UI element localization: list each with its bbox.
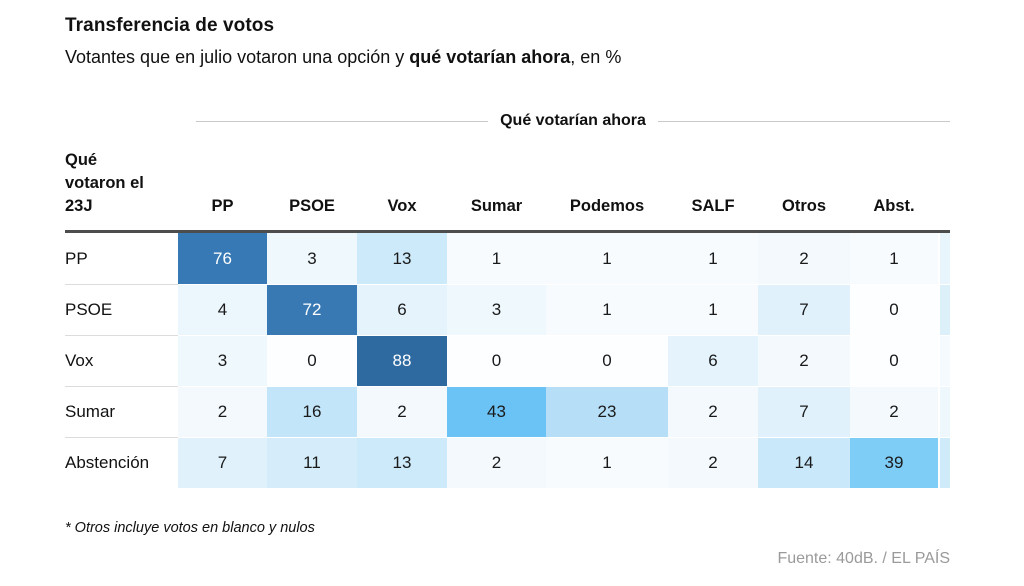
matrix-cell: 14	[758, 437, 850, 488]
matrix-cell: 3	[267, 233, 357, 284]
matrix-cell: 1	[546, 284, 668, 335]
matrix-cell: 76	[178, 233, 267, 284]
matrix-cell: 2	[758, 335, 850, 386]
matrix-cell: 0	[267, 335, 357, 386]
column-header-pp: PP	[211, 197, 234, 215]
source-credit: Fuente: 40dB. / EL PAÍS	[777, 550, 950, 567]
matrix-cell: 16	[267, 386, 357, 437]
matrix-cell: 4	[178, 284, 267, 335]
divider-line-left	[196, 120, 489, 122]
column-header-sumar: Sumar	[470, 197, 523, 215]
matrix-cell: 1	[668, 284, 758, 335]
rows-group-label: Qué votaron el 23J	[65, 151, 144, 215]
matrix-cell: 13	[357, 233, 447, 284]
matrix-cell: 2	[758, 233, 850, 284]
matrix-cell: 7	[758, 386, 850, 437]
matrix-cell: 2	[178, 386, 267, 437]
matrix-cell: 0	[447, 335, 546, 386]
chart-subtitle: Votantes que en julio votaron una opción…	[65, 45, 950, 70]
row-label-pp: PP	[65, 248, 88, 268]
right-edge-cell	[938, 284, 950, 335]
right-edge-cell	[938, 437, 950, 488]
row-label-psoe: PSOE	[65, 284, 178, 335]
right-edge-cell	[938, 386, 950, 437]
column-header-abst: Abst.	[873, 197, 915, 215]
divider-line-right	[657, 120, 951, 122]
matrix-cell: 72	[267, 284, 357, 335]
column-header-spacer	[938, 142, 950, 230]
chart-title: Transferencia de votos	[65, 15, 275, 36]
subtitle-suffix-text: , en %	[570, 47, 622, 67]
matrix-cell: 6	[668, 335, 758, 386]
matrix-cell: 6	[357, 284, 447, 335]
column-header-psoe: PSOE	[289, 197, 335, 215]
matrix-cell: 2	[668, 386, 758, 437]
matrix-cell: 2	[447, 437, 546, 488]
matrix-cell: 43	[447, 386, 546, 437]
subtitle-bold-text: qué votarían ahora	[409, 47, 571, 67]
matrix-cell: 1	[447, 233, 546, 284]
matrix-cell: 7	[758, 284, 850, 335]
matrix-cell: 1	[546, 437, 668, 488]
footnote: * Otros incluye votos en blanco y nulos	[65, 520, 315, 536]
matrix-cell: 7	[178, 437, 267, 488]
matrix-cell: 23	[546, 386, 668, 437]
matrix-cell: 3	[447, 284, 546, 335]
matrix-cell: 88	[357, 335, 447, 386]
column-header-podemos: Podemos	[569, 197, 645, 215]
matrix-cell: 0	[546, 335, 668, 386]
column-header-otros: Otros	[781, 197, 826, 215]
matrix-cell: 1	[850, 233, 938, 284]
right-edge-cell	[938, 233, 950, 284]
row-label-vox: Vox	[65, 335, 178, 386]
matrix-cell: 11	[267, 437, 357, 488]
matrix-cell: 13	[357, 437, 447, 488]
matrix-cell: 3	[178, 335, 267, 386]
column-header-salf: SALF	[691, 197, 735, 215]
matrix-cell: 2	[850, 386, 938, 437]
columns-group-header: Qué votarían ahora	[196, 112, 951, 130]
matrix-cell: 1	[546, 233, 668, 284]
matrix-cell: 2	[668, 437, 758, 488]
matrix-cell: 1	[668, 233, 758, 284]
matrix-cell: 0	[850, 335, 938, 386]
columns-group-label: Qué votarían ahora	[500, 112, 646, 129]
matrix-cell: 39	[850, 437, 938, 488]
row-label-abstención: Abstención	[65, 437, 178, 488]
matrix-cell: 0	[850, 284, 938, 335]
column-header-vox: Vox	[387, 197, 417, 215]
right-edge-cell	[938, 335, 950, 386]
header-divider-rule	[65, 230, 950, 233]
subtitle-text: Votantes que en julio votaron una opción…	[65, 47, 410, 67]
matrix-cell: 2	[357, 386, 447, 437]
row-label-sumar: Sumar	[65, 386, 178, 437]
vote-transfer-matrix: Qué votaron el 23J PP PSOE Vox Sumar Podemos S…	[65, 142, 950, 488]
